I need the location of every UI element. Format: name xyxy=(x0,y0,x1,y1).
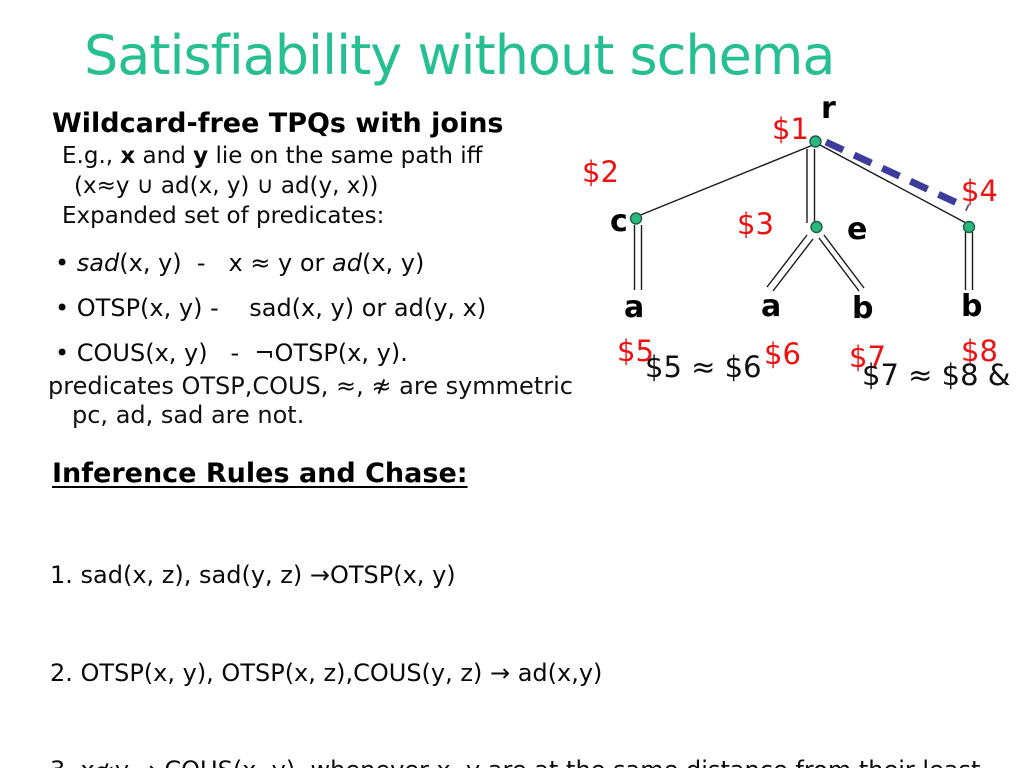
section-heading-inference: Inference Rules and Chase: xyxy=(52,458,468,489)
rule-3: 3. x≉y → COUS(x, y), whenever x, y are a… xyxy=(50,754,1010,768)
node-dot-r xyxy=(809,135,822,148)
rule-2: 2. OTSP(x, y), OTSP(x, z),COUS(y, z) → a… xyxy=(50,658,603,687)
node-dot-e xyxy=(810,220,823,234)
ad-italic: ad xyxy=(332,249,362,277)
bullet-marker: • xyxy=(55,249,77,277)
edge-r-c-single xyxy=(637,144,814,217)
example-line: E.g., x and y lie on the same path iff xyxy=(62,143,483,169)
symmetric-note-line1: predicates OTSP,COUS, ≈, ≉ are symmetric xyxy=(48,372,573,400)
example-pre: E.g., xyxy=(62,143,121,169)
symmetric-note-line2: pc, ad, sad are not. xyxy=(72,401,305,429)
bullet-sad: • sad(x, y) - x ≈ y or ad(x, y) xyxy=(55,249,424,277)
node-label-a1: a xyxy=(624,290,644,325)
node-label-b2: b xyxy=(961,289,982,324)
edge-e-a2-double-right xyxy=(772,238,814,292)
page-title: Satisfiability without schema xyxy=(84,24,835,87)
edge-label-d7: $7 xyxy=(849,340,886,374)
edge-label-d2: $2 xyxy=(582,155,619,189)
node-label-r: r xyxy=(821,91,836,126)
edge-label-d6: $6 xyxy=(764,337,801,371)
var-y: y xyxy=(193,143,209,169)
node-label-c: c xyxy=(610,204,628,239)
sad-italic: sad xyxy=(76,249,120,277)
edge-e-b1-double-left xyxy=(818,237,860,292)
bullet-sad-tail: (x, y) xyxy=(361,249,425,277)
section-heading-wildcard: Wildcard-free TPQs with joins xyxy=(52,108,504,139)
edge-e-a2-double-left xyxy=(766,234,808,288)
bullet-cous: • COUS(x, y) - ¬OTSP(x, y). xyxy=(55,339,408,367)
rule-1: 1. sad(x, z), sad(y, z) →OTSP(x, y) xyxy=(50,561,456,589)
edge-label-d4: $4 xyxy=(961,174,998,208)
bullet-otsp: • OTSP(x, y) - sad(x, y) or ad(y, x) xyxy=(55,294,487,322)
expanded-predicates-line: Expanded set of predicates: xyxy=(62,203,385,229)
edge-label-d3: $3 xyxy=(737,207,774,241)
node-dot-right xyxy=(962,220,976,234)
edge-label-d1: $1 xyxy=(772,112,809,146)
node-dot-c xyxy=(629,212,643,225)
join-annotation-left: $5 ≈ $6 xyxy=(645,350,762,384)
edge-label-d5: $5 xyxy=(617,334,654,368)
dashed-join-line xyxy=(824,138,970,212)
inference-rules-list: 1. sad(x, z), sad(y, z) →OTSP(x, y) 2. O… xyxy=(50,494,1010,768)
example-post: lie on the same path iff xyxy=(208,143,483,169)
var-x: x xyxy=(120,143,136,169)
edge-label-d8: $8 xyxy=(961,334,998,368)
node-label-a2: a xyxy=(761,289,781,324)
edge-r-right-single xyxy=(819,144,967,224)
tpq-tree-diagram: r c e a a b b $1 $2 $3 $4 $5 $6 $7 $8 $5… xyxy=(582,91,1010,392)
join-annotation-right: $7 ≈ $8 & xyxy=(862,358,1010,392)
formula-line: (x≈y ∪ ad(x, y) ∪ ad(y, x)) xyxy=(74,173,379,199)
example-mid: and xyxy=(135,143,194,169)
edge-e-b1-double-right xyxy=(823,234,865,289)
node-label-e: e xyxy=(847,212,867,247)
node-label-b1: b xyxy=(852,291,873,326)
bullet-sad-body: (x, y) - x ≈ y or xyxy=(119,249,333,277)
